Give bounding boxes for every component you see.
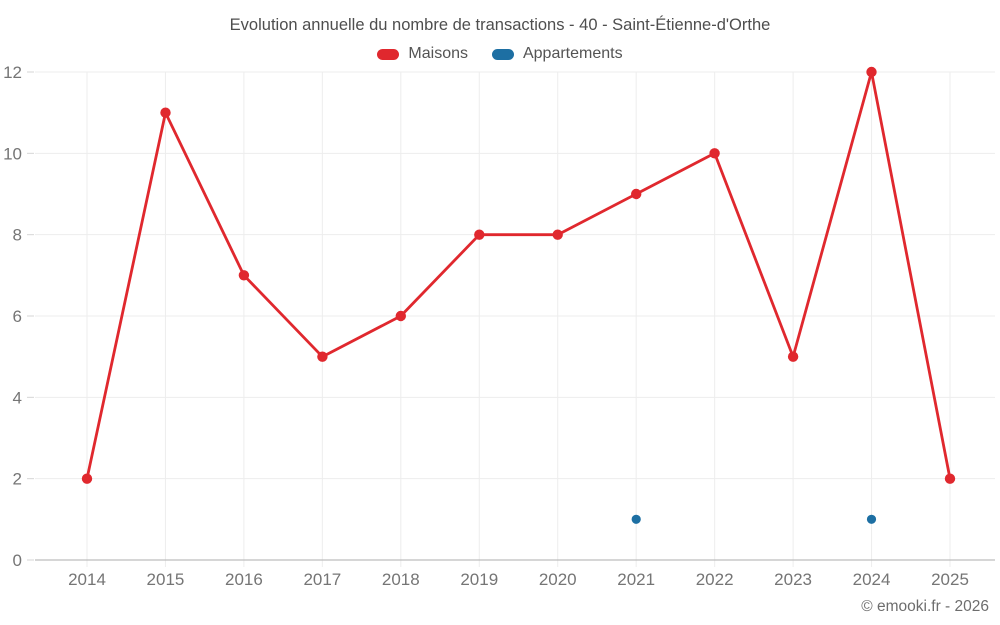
maisons-point[interactable] bbox=[317, 351, 328, 362]
y-axis-label: 6 bbox=[13, 307, 22, 326]
x-axis-label: 2016 bbox=[225, 570, 263, 589]
x-axis-label: 2024 bbox=[853, 570, 891, 589]
maisons-point[interactable] bbox=[944, 473, 956, 484]
appartements-point[interactable] bbox=[631, 514, 641, 524]
maisons-point[interactable] bbox=[709, 148, 720, 159]
y-axis-label: 2 bbox=[13, 470, 22, 489]
x-axis-label: 2022 bbox=[696, 570, 734, 589]
appartements-point[interactable] bbox=[866, 514, 877, 524]
maisons-point[interactable] bbox=[787, 351, 799, 362]
y-axis-label: 8 bbox=[13, 226, 22, 245]
legend-item-appartements[interactable]: Appartements bbox=[491, 45, 623, 63]
credit-text: © emooki.fr - 2026 bbox=[861, 598, 989, 615]
x-axis-label: 2018 bbox=[382, 570, 420, 589]
maisons-line bbox=[85, 70, 952, 481]
chart-title: Evolution annuelle du nombre de transact… bbox=[229, 16, 771, 34]
y-axis-label: 10 bbox=[3, 144, 22, 163]
legend-swatch-maisons-icon bbox=[377, 48, 400, 60]
y-axis-label: 0 bbox=[13, 551, 22, 570]
x-axis-label: 2017 bbox=[303, 570, 341, 589]
maisons-point[interactable] bbox=[81, 473, 93, 484]
y-axis-label: 12 bbox=[3, 63, 22, 82]
x-axis-label: 2023 bbox=[774, 570, 812, 589]
x-axis-label: 2025 bbox=[931, 570, 969, 589]
x-axis-label: 2014 bbox=[68, 570, 106, 589]
maisons-point[interactable] bbox=[866, 66, 877, 78]
maisons-point[interactable] bbox=[474, 229, 485, 240]
legend-label-appartements: Appartements bbox=[522, 45, 623, 62]
legend-item-maisons[interactable]: Maisons bbox=[377, 45, 468, 63]
maisons-point[interactable] bbox=[238, 270, 250, 281]
x-axis-label: 2019 bbox=[460, 570, 498, 589]
maisons-point[interactable] bbox=[552, 229, 563, 240]
legend-label-maisons: Maisons bbox=[408, 45, 468, 62]
legend: Maisons Appartements bbox=[0, 45, 1000, 63]
maisons-point[interactable] bbox=[395, 310, 406, 322]
x-axis-label: 2021 bbox=[617, 570, 655, 589]
x-axis-label: 2015 bbox=[147, 570, 185, 589]
x-axis-label: 2020 bbox=[539, 570, 577, 589]
maisons-point[interactable] bbox=[631, 188, 642, 200]
y-axis-label: 4 bbox=[13, 388, 22, 407]
maisons-point[interactable] bbox=[160, 107, 171, 118]
legend-swatch-appartements-icon bbox=[491, 48, 514, 60]
